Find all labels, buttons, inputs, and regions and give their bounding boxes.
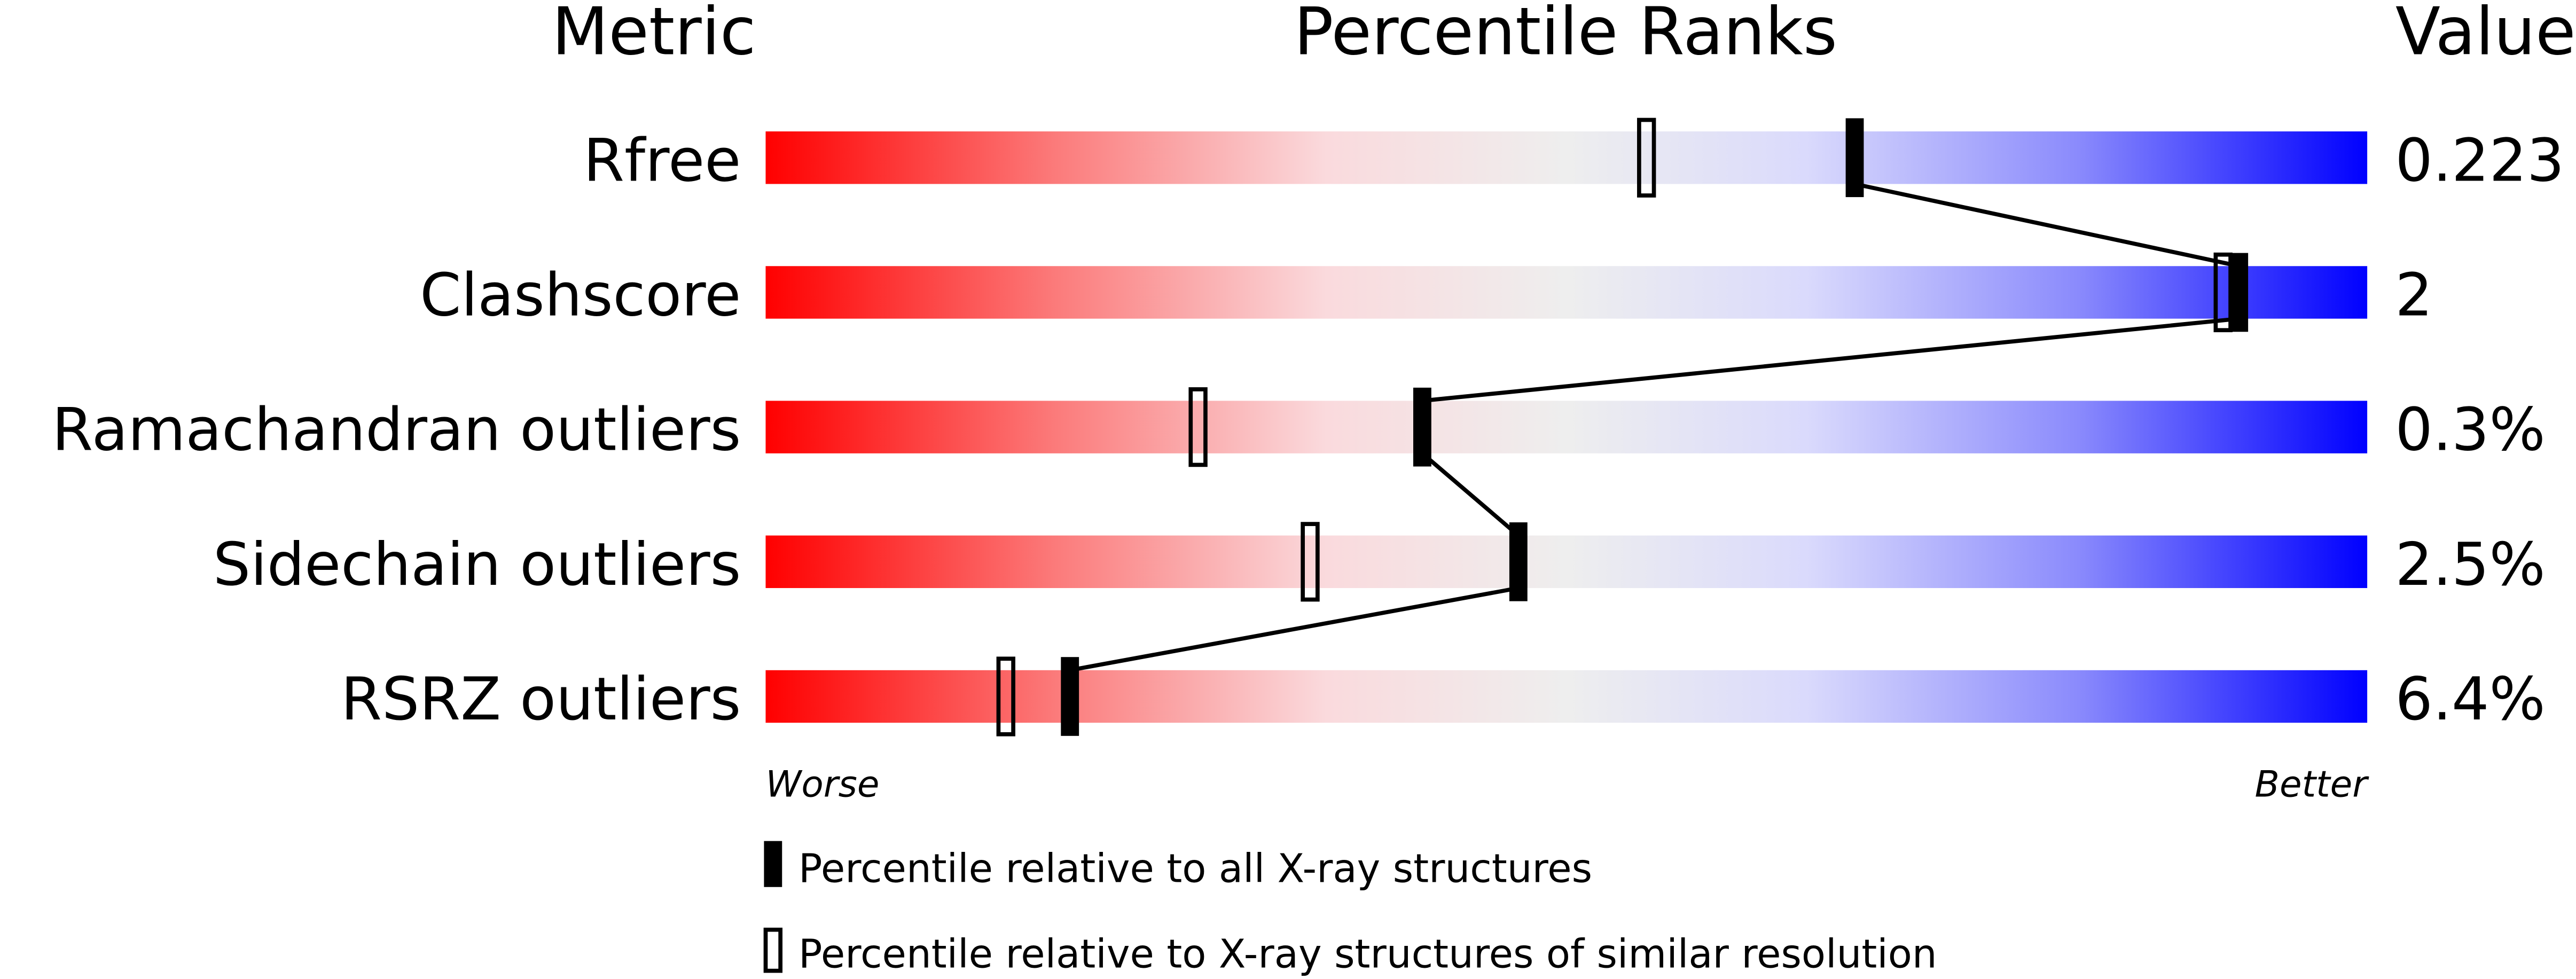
connector-line: [1854, 182, 2240, 268]
percentile-bar: [765, 266, 2368, 319]
marker-similar-resolution: [996, 656, 1015, 737]
legend-open-label: Percentile relative to X-ray structures …: [798, 931, 1937, 977]
axis-label-worse: Worse: [765, 763, 879, 805]
metric-label: RSRZ outliers: [341, 665, 741, 734]
connector-line: [1421, 451, 1520, 537]
marker-similar-resolution: [1188, 387, 1208, 467]
marker-all-structures: [1061, 657, 1079, 736]
metric-value: 2: [2395, 261, 2432, 330]
metric-label: Ramachandran outliers: [52, 396, 741, 465]
percentile-bar: [765, 670, 2368, 723]
metric-value: 2.5%: [2395, 530, 2545, 599]
axis-label-better: Better: [2255, 763, 2370, 805]
legend-filled-label: Percentile relative to all X-ray structu…: [798, 846, 1592, 892]
header-percentile-ranks: Percentile Ranks: [1294, 0, 1837, 70]
metric-value: 6.4%: [2395, 665, 2545, 734]
header-metric: Metric: [552, 0, 756, 70]
marker-similar-resolution: [1637, 118, 1656, 198]
legend-filled-marker-icon: [764, 841, 782, 887]
connector-line: [1069, 586, 1519, 672]
header-value: Value: [2395, 0, 2576, 70]
legend-open-marker-icon: [763, 927, 783, 973]
percentile-bar: [765, 535, 2368, 589]
metric-value: 0.3%: [2395, 396, 2545, 465]
connector-line: [1422, 316, 2240, 403]
metric-value: 0.223: [2395, 126, 2564, 195]
metric-label: Sidechain outliers: [213, 530, 741, 599]
percentile-bar: [765, 131, 2368, 184]
metric-label: Rfree: [583, 126, 741, 195]
percentile-bar: [765, 401, 2368, 453]
marker-similar-resolution: [1301, 522, 1320, 602]
metric-label: Clashscore: [420, 261, 741, 330]
